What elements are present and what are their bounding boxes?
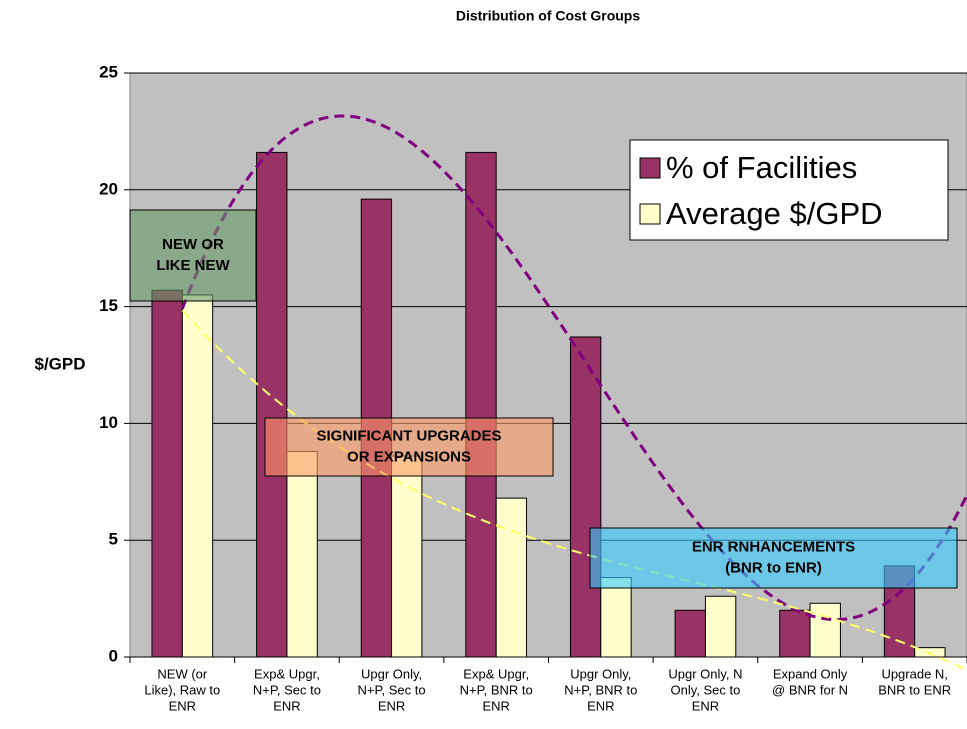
bar	[779, 609, 811, 658]
y-tick-label: 20	[99, 179, 118, 198]
x-tick-label: Upgr Only,	[361, 666, 422, 681]
x-tick-label: Upgr Only,	[570, 666, 631, 681]
bar	[181, 294, 214, 658]
x-tick-label: ENR	[692, 698, 719, 713]
x-tick-label: Upgrade N,	[881, 666, 947, 681]
bar	[914, 647, 946, 658]
annotation-text: LIKE NEW	[156, 257, 230, 274]
annotation-text: NEW OR	[162, 236, 224, 253]
y-tick-label: 25	[99, 62, 118, 81]
trendline	[180, 114, 967, 622]
annotation-text: OR EXPANSIONS	[347, 448, 471, 465]
x-tick-label: NEW (or	[157, 666, 208, 681]
bar	[465, 151, 497, 658]
bar	[674, 609, 706, 658]
annotation-box	[589, 527, 958, 589]
y-tick-label: 5	[109, 530, 118, 549]
x-tick-label: Like), Raw to	[144, 682, 220, 697]
bar	[600, 577, 632, 658]
y-tick-label: 0	[109, 646, 118, 665]
x-tick-label: ENR	[273, 698, 300, 713]
annotation-text: SIGNIFICANT UPGRADES	[316, 427, 501, 444]
x-tick-label: Exp& Upgr,	[463, 666, 529, 681]
annotation-box	[129, 209, 257, 302]
x-tick-label: @ BNR for N	[772, 682, 848, 697]
y-axis-label: $/GPD	[34, 354, 85, 373]
x-tick-label: ENR	[378, 698, 405, 713]
x-tick-label: N+P, BNR to	[460, 682, 533, 697]
x-tick-label: N+P, Sec to	[253, 682, 321, 697]
bar	[286, 450, 318, 658]
legend-box	[629, 139, 949, 241]
bar	[391, 455, 423, 658]
y-tick-label: 10	[99, 413, 118, 432]
legend-label: Average $/GPD	[666, 196, 883, 231]
x-tick-label: Expand Only	[773, 666, 848, 681]
chart-title: Distribution of Cost Groups	[456, 8, 641, 24]
legend-swatch	[639, 203, 661, 225]
annotation-text: (BNR to ENR)	[725, 559, 822, 576]
x-tick-label: ENR	[587, 698, 614, 713]
x-tick-label: ENR	[482, 698, 509, 713]
annotation-text: ENR RNHANCEMENTS	[692, 538, 855, 555]
bar	[151, 289, 183, 658]
bar	[809, 602, 841, 658]
x-tick-label: Upgr Only, N	[668, 666, 742, 681]
x-tick-label: N+P, BNR to	[564, 682, 637, 697]
x-tick-label: Only, Sec to	[671, 682, 741, 697]
legend-swatch	[639, 157, 661, 179]
annotation-box	[264, 417, 554, 477]
x-tick-label: N+P, Sec to	[358, 682, 426, 697]
legend-label: % of Facilities	[666, 150, 857, 185]
bar	[495, 497, 528, 658]
x-tick-label: BNR to ENR	[878, 682, 951, 697]
bar	[569, 336, 602, 658]
bar	[704, 595, 737, 658]
y-tick-label: 15	[99, 296, 118, 315]
x-tick-label: Exp& Upgr,	[254, 666, 320, 681]
x-tick-label: ENR	[169, 698, 196, 713]
